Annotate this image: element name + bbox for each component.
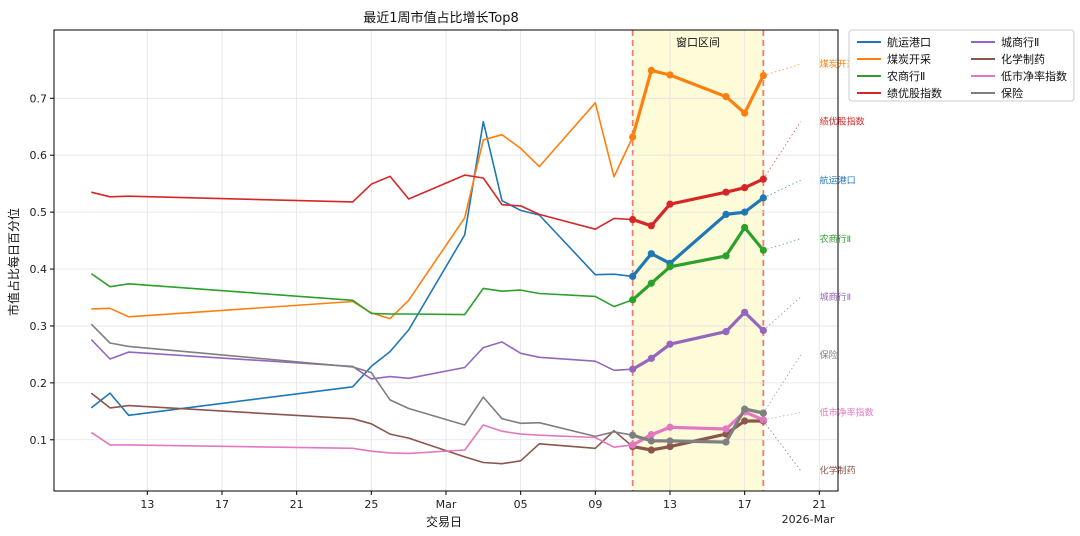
annotation-label: 低市净率指数 xyxy=(820,406,874,418)
data-point xyxy=(647,66,655,75)
data-point xyxy=(647,354,655,362)
x-tick-label: 21 xyxy=(290,498,304,511)
data-point xyxy=(629,441,637,449)
x-tick-label: 13 xyxy=(140,498,154,511)
y-tick-label: 0.3 xyxy=(30,320,48,333)
y-tick-label: 0.2 xyxy=(30,377,48,390)
data-point xyxy=(741,417,749,425)
data-point xyxy=(666,200,674,208)
x-tick-label: 13 xyxy=(663,498,677,511)
data-point xyxy=(666,437,674,445)
x-tick-label: 25 xyxy=(364,498,378,511)
x-tick-label: 21 xyxy=(812,498,826,511)
data-point xyxy=(741,184,749,192)
data-point xyxy=(741,208,749,216)
data-point xyxy=(722,210,730,218)
annotation-leader xyxy=(763,238,801,251)
series-window-line xyxy=(631,225,765,301)
data-point xyxy=(647,437,655,445)
data-point xyxy=(722,188,730,196)
y-tick-label: 0.5 xyxy=(30,206,48,219)
data-point xyxy=(629,365,637,373)
x-tick-label: 09 xyxy=(588,498,602,511)
legend-label: 煤炭开采 xyxy=(887,53,931,66)
data-point xyxy=(647,446,655,454)
series-window-line xyxy=(631,196,765,278)
legend-label: 化学制药 xyxy=(1001,52,1045,66)
data-point xyxy=(722,92,730,101)
annotation-label: 农商行Ⅱ xyxy=(820,233,851,245)
data-point xyxy=(741,109,749,117)
axes: 13 17 21 25 Mar 05 09 13 17 21 0.1 0.2 0.3 0.4 0.5 0.6 0… xyxy=(30,92,827,511)
data-point xyxy=(722,425,730,433)
legend-label: 绩优股指数 xyxy=(887,86,942,100)
window-label: 窗口区间 xyxy=(676,35,720,49)
series-保险 xyxy=(90,323,767,446)
data-point xyxy=(722,252,730,260)
y-tick-label: 0.7 xyxy=(30,92,48,105)
x-axis-title: 交易日 xyxy=(426,514,462,529)
series-农商行Ⅱ xyxy=(90,223,767,316)
annotation-label: 绩优股指数 xyxy=(820,116,865,128)
data-point xyxy=(647,222,655,230)
data-point xyxy=(666,340,674,348)
series-window-line xyxy=(631,68,765,138)
legend-label: 航运港口 xyxy=(887,35,931,49)
data-point xyxy=(741,405,749,413)
legend-box xyxy=(848,29,1075,102)
data-point xyxy=(741,308,749,316)
legend-label: 城商行Ⅱ xyxy=(1001,35,1039,49)
data-point xyxy=(666,443,674,451)
data-point xyxy=(629,296,637,304)
grid xyxy=(54,30,838,491)
data-point xyxy=(666,423,674,431)
annotation-leader xyxy=(763,63,801,76)
y-axis-title: 市值占比每日百分位 xyxy=(6,208,21,316)
annotation-label: 城商行Ⅱ xyxy=(820,291,851,303)
legend-label: 低市净率指数 xyxy=(1001,69,1067,83)
data-point xyxy=(629,215,637,224)
data-point xyxy=(629,272,637,281)
data-point xyxy=(741,223,749,232)
legend-label: 保险 xyxy=(1001,86,1023,100)
y-tick-label: 0.1 xyxy=(30,434,48,447)
data-point xyxy=(647,279,655,287)
x-tick-label: Mar xyxy=(436,498,457,511)
x-tick-label: 05 xyxy=(514,498,528,511)
data-point xyxy=(647,250,655,258)
annotation-leader xyxy=(763,179,801,199)
annotation-leader xyxy=(763,296,801,331)
x-tick-label: 17 xyxy=(738,498,752,511)
series-低市净率指数 xyxy=(90,408,767,455)
x-tick-label: 17 xyxy=(215,498,229,511)
chart-title: 最近1周市值占比增长Top8 xyxy=(363,10,518,26)
data-point xyxy=(647,431,655,439)
annotation-leader xyxy=(762,121,802,180)
legend-label: 农商行Ⅱ xyxy=(887,69,925,83)
data-point xyxy=(722,328,730,336)
y-tick-label: 0.6 xyxy=(30,149,48,162)
data-point xyxy=(629,133,637,141)
data-point xyxy=(666,71,674,79)
series-window-line xyxy=(631,310,765,371)
data-point xyxy=(722,438,730,446)
data-point xyxy=(629,431,637,439)
data-point xyxy=(666,263,674,271)
series-lines xyxy=(90,66,767,465)
annotation-label: 保险 xyxy=(820,349,838,361)
x-axis-offset-label: 2026-Mar xyxy=(782,513,835,526)
y-tick-label: 0.4 xyxy=(30,263,48,276)
